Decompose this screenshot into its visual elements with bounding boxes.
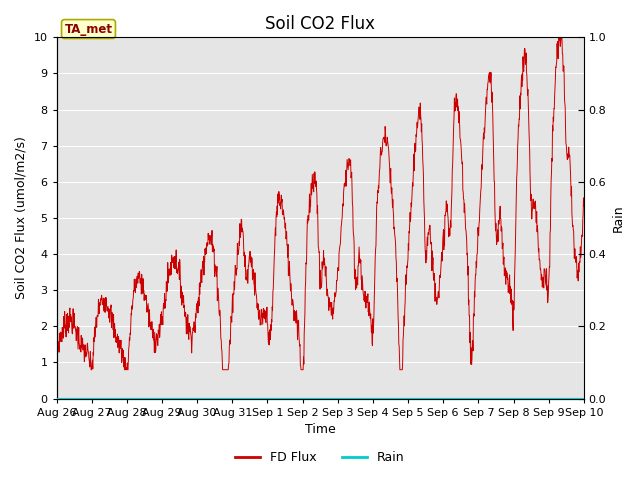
Legend: FD Flux, Rain: FD Flux, Rain (230, 446, 410, 469)
Y-axis label: Soil CO2 Flux (umol/m2/s): Soil CO2 Flux (umol/m2/s) (15, 136, 28, 300)
Title: Soil CO2 Flux: Soil CO2 Flux (265, 15, 375, 33)
Text: TA_met: TA_met (65, 23, 113, 36)
X-axis label: Time: Time (305, 423, 335, 436)
Y-axis label: Rain: Rain (612, 204, 625, 232)
